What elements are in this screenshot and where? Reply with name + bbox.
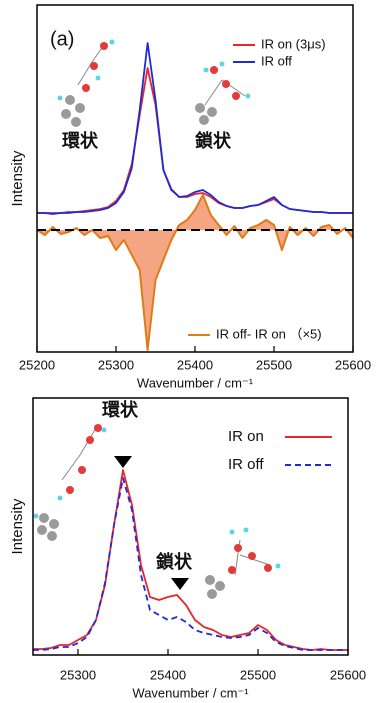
spectrum-line xyxy=(37,43,353,214)
peak-marker xyxy=(171,578,189,590)
x-axis-title: Wavenumber / cm⁻¹ xyxy=(137,375,254,390)
x-tick-label: 25600 xyxy=(330,667,366,682)
legend-label: IR off xyxy=(261,53,292,68)
peak-marker xyxy=(114,456,132,468)
y-axis-title: Intensity xyxy=(9,498,26,554)
figure: 25200 25300 25400 25500 25600 Wavenumber / cm… xyxy=(0,0,379,703)
legend-label: IR off xyxy=(228,456,264,473)
plot-frame xyxy=(37,5,353,352)
annotation: 環状 xyxy=(102,399,139,421)
y-axis-title: Intensity xyxy=(9,150,26,206)
legend-label: IR on xyxy=(228,428,264,445)
legend-label: IR off- IR on （×5) xyxy=(216,326,322,341)
annotation: 鎖状 xyxy=(156,551,193,573)
molecule-chain-bottom xyxy=(205,528,281,600)
x-tick-label: 25300 xyxy=(60,667,96,682)
molecule-ring-top xyxy=(58,40,115,128)
annotation: 環状 xyxy=(62,130,99,152)
legend-label: IR on (3μs) xyxy=(261,36,326,51)
molecule-chain-top xyxy=(195,62,251,126)
molecule-ring-bottom xyxy=(34,424,107,541)
annotation: (a) xyxy=(50,28,74,50)
x-tick-label: 25400 xyxy=(177,357,213,372)
x-tick-label: 25500 xyxy=(240,667,276,682)
x-tick-label: 25400 xyxy=(150,667,186,682)
x-axis-title: Wavenumber / cm⁻¹ xyxy=(132,685,249,700)
x-tick-label: 25200 xyxy=(19,357,55,372)
x-tick-label: 25300 xyxy=(98,357,134,372)
x-tick-label: 25600 xyxy=(335,357,371,372)
x-tick-label: 25500 xyxy=(256,357,292,372)
annotation: 鎖状 xyxy=(195,130,232,152)
